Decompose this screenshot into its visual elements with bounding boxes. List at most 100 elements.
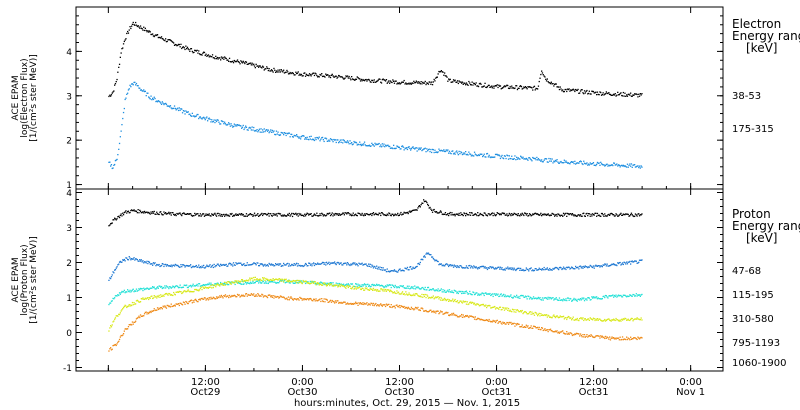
- data-point: [239, 281, 241, 283]
- data-point: [435, 76, 438, 78]
- data-point: [250, 293, 252, 295]
- data-point: [521, 269, 523, 271]
- data-point: [122, 117, 124, 120]
- data-point: [124, 260, 126, 262]
- data-point: [614, 337, 616, 339]
- legend-title-line: Energy range: [732, 29, 800, 43]
- data-point: [314, 214, 316, 216]
- data-point: [619, 213, 621, 215]
- data-point: [612, 214, 614, 216]
- data-point: [388, 270, 390, 272]
- data-point: [438, 290, 440, 292]
- data-point: [630, 213, 632, 216]
- data-point: [244, 264, 246, 267]
- data-point: [295, 298, 297, 300]
- data-point: [330, 282, 333, 284]
- data-point: [427, 252, 430, 254]
- data-point: [315, 284, 317, 286]
- data-point: [604, 93, 607, 95]
- data-point: [224, 123, 227, 125]
- data-point: [305, 213, 307, 216]
- data-point: [228, 215, 230, 217]
- data-point: [232, 295, 235, 297]
- data-point: [126, 32, 128, 35]
- data-point: [458, 302, 460, 304]
- data-point: [600, 319, 602, 321]
- data-point: [347, 141, 349, 143]
- data-point: [303, 265, 305, 267]
- data-point: [564, 333, 566, 335]
- data-point: [122, 333, 125, 335]
- data-point: [433, 298, 435, 300]
- data-point: [469, 212, 471, 214]
- data-point: [178, 212, 180, 214]
- data-point: [381, 269, 383, 271]
- data-point: [503, 293, 505, 296]
- data-point: [510, 214, 512, 217]
- data-point: [368, 303, 371, 305]
- data-point: [238, 282, 240, 284]
- data-point: [382, 145, 384, 147]
- data-point: [503, 269, 505, 271]
- data-point: [318, 284, 320, 286]
- data-point: [567, 315, 569, 318]
- data-point: [595, 318, 597, 320]
- data-point: [142, 90, 144, 92]
- data-point: [326, 282, 328, 284]
- data-point: [299, 279, 301, 282]
- data-point: [181, 214, 183, 217]
- data-point: [359, 214, 362, 216]
- data-point: [410, 266, 412, 268]
- data-point: [165, 263, 167, 266]
- data-point: [163, 211, 165, 213]
- data-point: [175, 303, 177, 305]
- data-point: [625, 263, 627, 265]
- data-point: [151, 33, 153, 36]
- data-point: [566, 90, 568, 93]
- data-point: [397, 269, 400, 272]
- data-point: [202, 117, 204, 119]
- data-point: [124, 328, 126, 330]
- data-point: [541, 213, 544, 216]
- data-point: [494, 268, 496, 270]
- data-point: [432, 310, 434, 312]
- data-point: [342, 283, 345, 285]
- data-point: [624, 92, 626, 94]
- data-point: [537, 88, 539, 90]
- data-point: [513, 267, 515, 269]
- data-point: [349, 140, 351, 142]
- data-point: [265, 281, 267, 283]
- data-point: [599, 318, 601, 320]
- data-point: [470, 155, 472, 157]
- data-point: [617, 337, 619, 339]
- data-point: [336, 300, 338, 302]
- data-point: [461, 290, 464, 293]
- data-point: [132, 288, 134, 290]
- data-point: [465, 290, 467, 293]
- data-point: [139, 260, 142, 262]
- data-point: [323, 263, 325, 265]
- data-point: [254, 295, 256, 297]
- data-point: [292, 279, 294, 282]
- data-point: [348, 285, 350, 287]
- data-point: [136, 259, 138, 261]
- data-point: [121, 48, 123, 50]
- data-point: [394, 292, 396, 294]
- data-point: [321, 284, 324, 286]
- data-point: [526, 298, 528, 300]
- data-point: [227, 281, 229, 283]
- data-point: [320, 263, 322, 265]
- data-point: [156, 297, 158, 299]
- data-point: [276, 281, 278, 284]
- data-point: [439, 150, 442, 152]
- data-point: [418, 309, 420, 311]
- data-point: [492, 214, 494, 217]
- data-point: [435, 259, 437, 261]
- data-point: [239, 213, 241, 215]
- data-point: [444, 312, 447, 314]
- data-point: [230, 123, 232, 125]
- data-point: [153, 295, 155, 297]
- data-point: [620, 92, 622, 94]
- data-point: [364, 303, 366, 305]
- data-point: [292, 136, 294, 138]
